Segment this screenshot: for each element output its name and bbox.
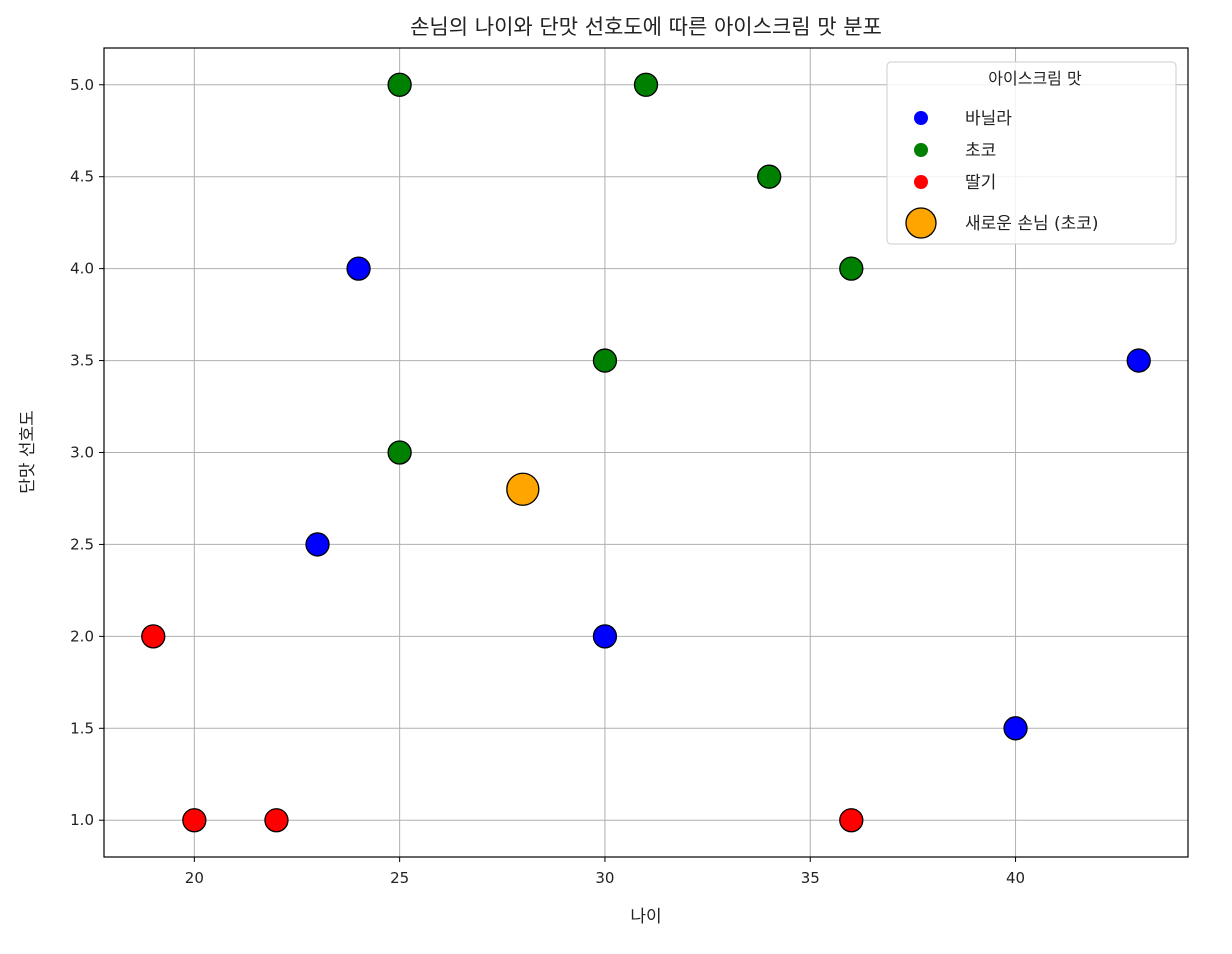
data-point xyxy=(264,808,289,833)
legend-label: 딸기 xyxy=(965,173,996,193)
data-point xyxy=(839,256,864,281)
legend-label: 새로운 손님 (초코) xyxy=(965,214,1099,234)
data-point xyxy=(387,72,412,97)
data-point xyxy=(592,624,618,649)
data-point xyxy=(757,164,782,189)
data-point xyxy=(592,348,618,373)
data-point xyxy=(141,624,166,649)
data-point xyxy=(1126,348,1151,373)
y-ticks: 1.0 1.5 2.0 2.5 3.0 3.5 4.0 4.5 5.0 xyxy=(70,76,104,829)
legend-label: 바닐라 xyxy=(965,109,1012,129)
legend-marker xyxy=(914,175,928,189)
legend-marker xyxy=(914,111,928,125)
y-tick-label: 1.5 xyxy=(70,719,94,737)
x-tick-label: 40 xyxy=(1006,869,1025,887)
legend-label: 초코 xyxy=(965,141,996,161)
data-point xyxy=(305,532,330,557)
y-tick-label: 3.0 xyxy=(70,444,94,462)
x-tick-label: 35 xyxy=(801,869,820,887)
data-point xyxy=(839,808,864,833)
plot-frame xyxy=(103,47,1189,858)
x-tick-label: 20 xyxy=(185,869,204,887)
data-point xyxy=(633,72,659,97)
legend-marker xyxy=(914,143,928,157)
data-point xyxy=(506,472,540,506)
y-tick-label: 2.5 xyxy=(70,535,94,553)
y-tick-label: 5.0 xyxy=(70,76,94,94)
y-axis-label: 단맛 선호도 xyxy=(18,410,38,494)
y-tick-label: 4.5 xyxy=(70,168,94,186)
data-point xyxy=(1003,716,1028,741)
y-tick-label: 1.0 xyxy=(70,811,94,829)
legend-title: 아이스크림 맛 xyxy=(988,69,1082,88)
data-point xyxy=(346,256,371,281)
x-ticks: 20 25 30 35 40 xyxy=(185,857,1025,887)
y-tick-label: 3.5 xyxy=(70,352,94,370)
data-point xyxy=(182,808,207,833)
chart-title: 손님의 나이와 단맛 선호도에 따른 아이스크림 맛 분포 xyxy=(410,15,882,39)
data-points xyxy=(141,72,1151,833)
legend-frame xyxy=(886,61,1177,245)
x-axis-label: 나이 xyxy=(630,907,661,927)
y-tick-label: 2.0 xyxy=(70,627,94,645)
x-tick-label: 30 xyxy=(595,869,614,887)
data-point xyxy=(387,440,412,465)
y-tick-label: 4.0 xyxy=(70,260,94,278)
legend-marker xyxy=(905,207,937,239)
x-tick-label: 25 xyxy=(390,869,409,887)
